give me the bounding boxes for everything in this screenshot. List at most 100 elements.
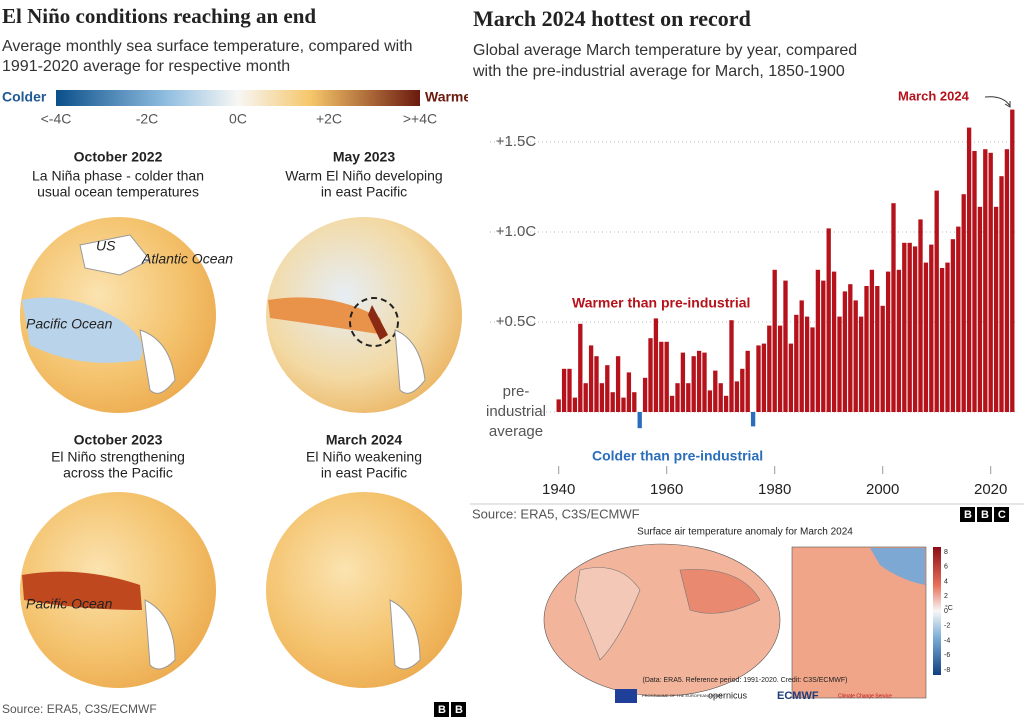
bar <box>869 269 875 412</box>
legend-tick: 0C <box>229 111 247 127</box>
globe-label: Pacific Ocean <box>26 596 113 612</box>
x-tick-label: 1960 <box>650 481 683 498</box>
panel-title: March 2024 <box>326 432 402 448</box>
bar <box>783 280 788 412</box>
bar <box>821 280 826 412</box>
panel-caption: across the Pacific <box>63 465 173 481</box>
bar <box>745 350 750 412</box>
source: Source: ERA5, C3S/ECMWF <box>472 506 640 521</box>
highlight-circle <box>349 297 399 347</box>
bbc-logo: BBC <box>964 509 1015 521</box>
bar <box>907 242 912 412</box>
bar <box>637 412 642 429</box>
annotation-arrow <box>984 96 1011 107</box>
bar <box>567 368 572 412</box>
bar <box>680 352 686 412</box>
bar <box>891 203 896 412</box>
bar <box>664 341 669 412</box>
bar <box>837 316 842 412</box>
land <box>139 329 176 394</box>
bar <box>605 365 610 412</box>
bar <box>950 239 956 412</box>
bar <box>902 242 907 412</box>
bar <box>972 151 977 412</box>
panel-caption: El Niño strengthening <box>51 449 185 465</box>
panel-title: October 2023 <box>74 432 163 448</box>
bar <box>875 286 880 412</box>
y-tick-label: +0.5C <box>495 313 537 330</box>
left-title: El Niño conditions reaching an end <box>2 4 316 28</box>
annotation-arrow <box>1004 101 1011 108</box>
map-panel: Surface air temperature anomaly for Marc… <box>543 527 953 703</box>
world-map <box>543 543 781 697</box>
bar <box>578 323 583 412</box>
bar <box>594 356 599 412</box>
cold-region <box>22 297 143 363</box>
bar <box>621 397 626 412</box>
legend-tick: <-4C <box>41 111 72 127</box>
map-colorbar <box>933 547 941 675</box>
x-tick-label: 1980 <box>758 481 791 498</box>
bar <box>561 368 567 412</box>
colorbar-tick: -8 <box>944 667 950 674</box>
bar <box>572 397 578 412</box>
bar <box>610 392 615 412</box>
bar <box>761 343 767 412</box>
bar <box>556 399 561 412</box>
bar <box>977 206 983 412</box>
colorbar-tick: -2 <box>944 623 950 630</box>
bar <box>929 244 934 412</box>
logo-text: PROGRAMME OF THE EUROPEAN UNION <box>642 693 722 698</box>
right-panel: March 2024 hottest on record Global aver… <box>470 6 1024 522</box>
y-tick-label: +1.5C <box>495 133 537 150</box>
bar <box>772 269 777 412</box>
bar <box>702 352 707 412</box>
bar <box>777 325 783 412</box>
bar <box>826 228 831 412</box>
warm-region <box>368 305 388 340</box>
panel-title: October 2022 <box>74 149 163 165</box>
land <box>389 599 421 670</box>
bar <box>961 194 966 412</box>
colorbar-tick: 2 <box>944 593 948 600</box>
bar <box>734 381 740 412</box>
bar <box>880 305 885 412</box>
panel-caption: La Niña phase - colder than <box>32 168 204 184</box>
y-tick-holder: +1.0C <box>496 223 536 240</box>
warm-region <box>268 297 385 335</box>
bar <box>923 262 929 412</box>
source: Source: ERA5, C3S/ECMWF <box>2 702 157 716</box>
legend-low: Colder <box>2 89 47 105</box>
bar <box>642 377 648 412</box>
bar <box>756 345 761 412</box>
legend-high: Warmer <box>425 89 477 105</box>
bar <box>588 345 594 412</box>
land <box>574 567 641 661</box>
bar <box>966 127 972 412</box>
colorbar-tick: -6 <box>944 652 950 659</box>
bar <box>842 291 848 412</box>
bar <box>831 271 837 412</box>
bar <box>740 368 745 412</box>
bar <box>993 206 999 412</box>
bar <box>659 341 664 412</box>
bar <box>956 226 961 412</box>
bar <box>858 316 864 412</box>
globe-label: Atlantic Ocean <box>141 251 233 267</box>
map-title: Surface air temperature anomaly for Marc… <box>637 527 853 538</box>
bar <box>853 300 858 412</box>
bar <box>713 370 718 412</box>
bar <box>934 190 939 412</box>
bar <box>999 176 1004 412</box>
colorbar-tick: 0 <box>944 608 948 615</box>
bar <box>815 269 821 412</box>
bar <box>767 325 772 412</box>
panel-caption: in east Pacific <box>321 184 407 200</box>
bar <box>696 350 702 412</box>
bar <box>599 383 605 412</box>
panel-caption: in east Pacific <box>321 465 407 481</box>
colorbar-tick: 4 <box>944 578 948 585</box>
bar <box>788 343 794 412</box>
bar <box>945 262 950 412</box>
bar <box>718 383 723 412</box>
